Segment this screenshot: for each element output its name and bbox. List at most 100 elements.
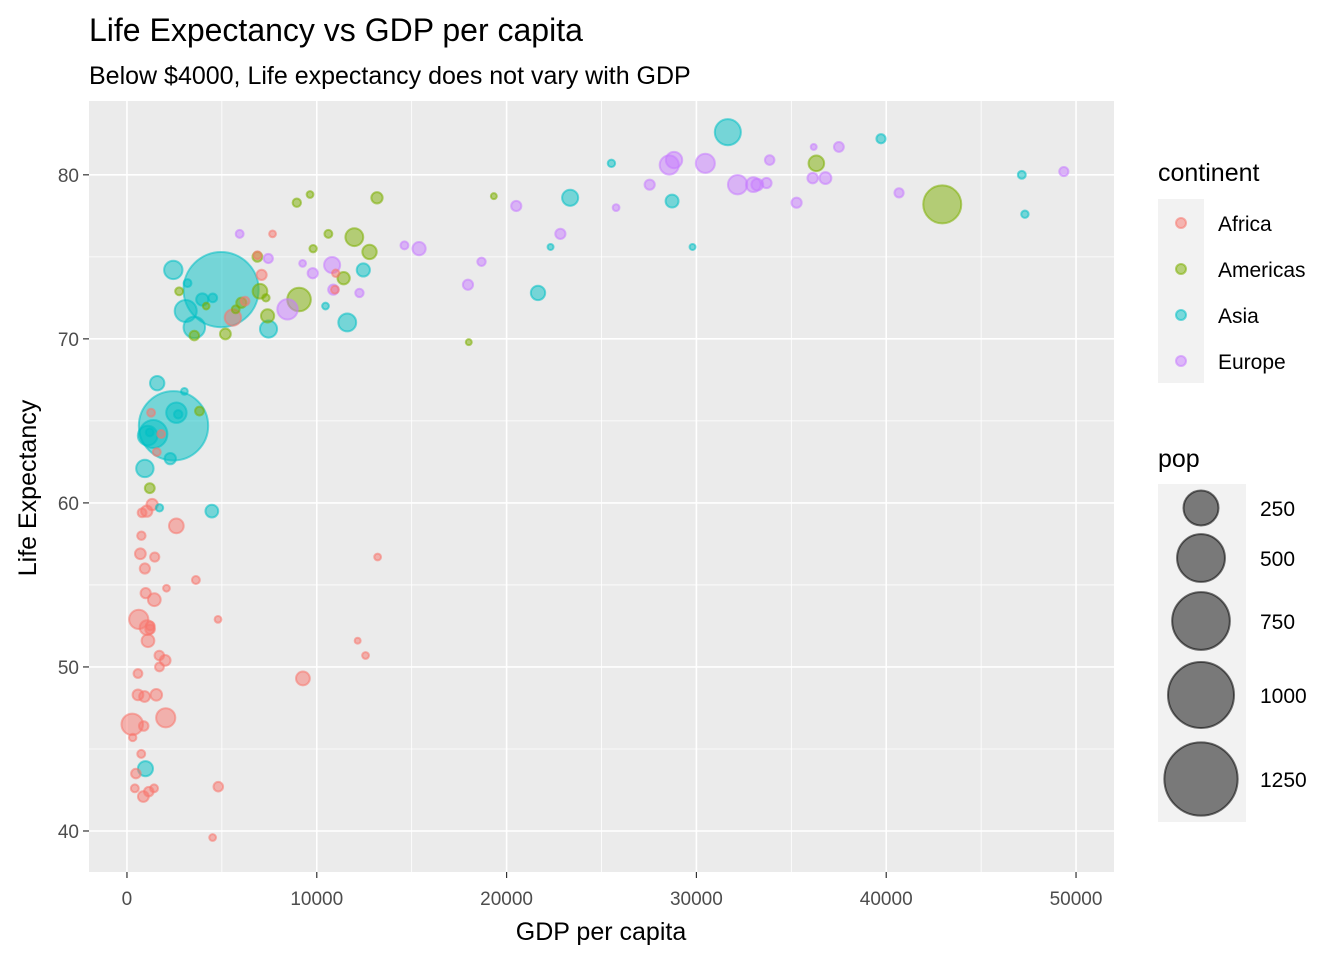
data-point <box>295 670 311 687</box>
x-tick-label: 40000 <box>860 889 913 910</box>
data-point <box>208 833 218 842</box>
data-point <box>130 767 142 780</box>
data-point <box>321 301 330 311</box>
data-point <box>361 651 370 660</box>
data-point <box>174 286 185 297</box>
data-point <box>546 243 555 251</box>
data-point <box>664 193 680 209</box>
data-point <box>399 240 410 251</box>
data-point <box>230 304 241 315</box>
data-point <box>155 707 177 729</box>
data-point <box>136 530 147 541</box>
data-point <box>135 458 155 479</box>
data-point <box>726 174 749 196</box>
data-point <box>464 338 473 347</box>
legend-key-americas <box>1175 263 1187 275</box>
size-legend-label: 750 <box>1260 611 1295 634</box>
data-point <box>529 284 547 302</box>
data-point <box>323 228 334 239</box>
chart-title: Life Expectancy vs GDP per capita <box>89 12 583 48</box>
data-point <box>144 427 155 438</box>
data-point <box>361 243 378 261</box>
data-point <box>154 503 165 513</box>
data-point <box>489 192 498 201</box>
data-point <box>763 154 776 166</box>
data-point <box>151 447 162 458</box>
data-point <box>144 620 156 632</box>
data-point <box>664 150 684 170</box>
data-point <box>355 262 371 278</box>
x-tick-label: 10000 <box>290 889 343 910</box>
data-point <box>461 278 475 291</box>
data-point <box>188 329 201 342</box>
data-point <box>611 203 621 213</box>
data-point <box>163 259 184 281</box>
data-point <box>138 562 151 575</box>
data-point <box>818 171 833 186</box>
data-point <box>149 688 164 702</box>
data-point <box>1016 169 1027 180</box>
y-tick-label: 70 <box>58 330 79 351</box>
size-legend-label: 1000 <box>1260 685 1307 708</box>
data-point <box>190 575 201 585</box>
data-point <box>291 197 303 208</box>
legend-label-asia: Asia <box>1218 305 1259 328</box>
data-point <box>308 243 318 254</box>
data-point <box>713 118 742 147</box>
y-axis-label: Life Expectancy <box>14 399 42 576</box>
x-tick-label: 50000 <box>1050 889 1103 910</box>
legend-label-africa: Africa <box>1218 213 1272 236</box>
data-point <box>329 284 340 295</box>
data-point <box>153 649 166 662</box>
y-tick-label: 60 <box>58 494 79 515</box>
data-point <box>411 241 427 257</box>
data-point <box>353 636 362 645</box>
data-point <box>128 732 138 743</box>
data-point <box>875 133 887 145</box>
data-point <box>606 158 617 169</box>
data-point <box>213 614 223 624</box>
data-point <box>643 178 656 191</box>
color-legend: continent Africa Americas Asia Europe <box>1158 159 1306 383</box>
size-legend-key <box>1171 591 1231 651</box>
legend-label-americas: Americas <box>1218 259 1306 282</box>
data-point <box>760 176 773 190</box>
size-legend-label: 1250 <box>1260 769 1307 792</box>
data-point <box>154 661 165 673</box>
data-point <box>133 547 147 561</box>
data-point <box>255 268 268 281</box>
data-point <box>146 407 157 418</box>
data-point <box>688 243 697 251</box>
x-axis-ticks: 0 10000 20000 30000 40000 50000 <box>122 872 1103 910</box>
size-legend: pop 250 500 750 1000 1250 <box>1158 445 1307 822</box>
chart-subtitle: Below $4000, Life expectancy does not va… <box>89 62 691 90</box>
data-point <box>219 327 232 341</box>
data-point <box>832 140 845 153</box>
color-legend-keys-background <box>1158 199 1204 383</box>
data-point <box>476 256 487 267</box>
x-tick-label: 30000 <box>670 889 723 910</box>
data-point <box>510 199 523 213</box>
data-point <box>337 312 358 333</box>
data-point <box>129 783 140 794</box>
legend-key-africa <box>1175 217 1187 229</box>
data-point <box>331 268 341 278</box>
data-point <box>167 517 185 535</box>
data-point <box>922 184 963 225</box>
data-point <box>1058 165 1070 178</box>
legend-key-europe <box>1175 355 1187 367</box>
data-point <box>182 278 193 289</box>
data-point <box>305 190 315 199</box>
data-point <box>554 227 567 240</box>
data-point <box>149 783 159 794</box>
color-legend-title: continent <box>1158 159 1260 187</box>
data-point <box>561 188 580 207</box>
data-point <box>173 409 184 420</box>
data-point <box>252 250 263 261</box>
size-legend-key <box>1176 533 1226 583</box>
data-point <box>298 259 308 268</box>
data-point <box>344 227 365 248</box>
data-point <box>136 507 148 519</box>
data-point <box>163 451 177 466</box>
